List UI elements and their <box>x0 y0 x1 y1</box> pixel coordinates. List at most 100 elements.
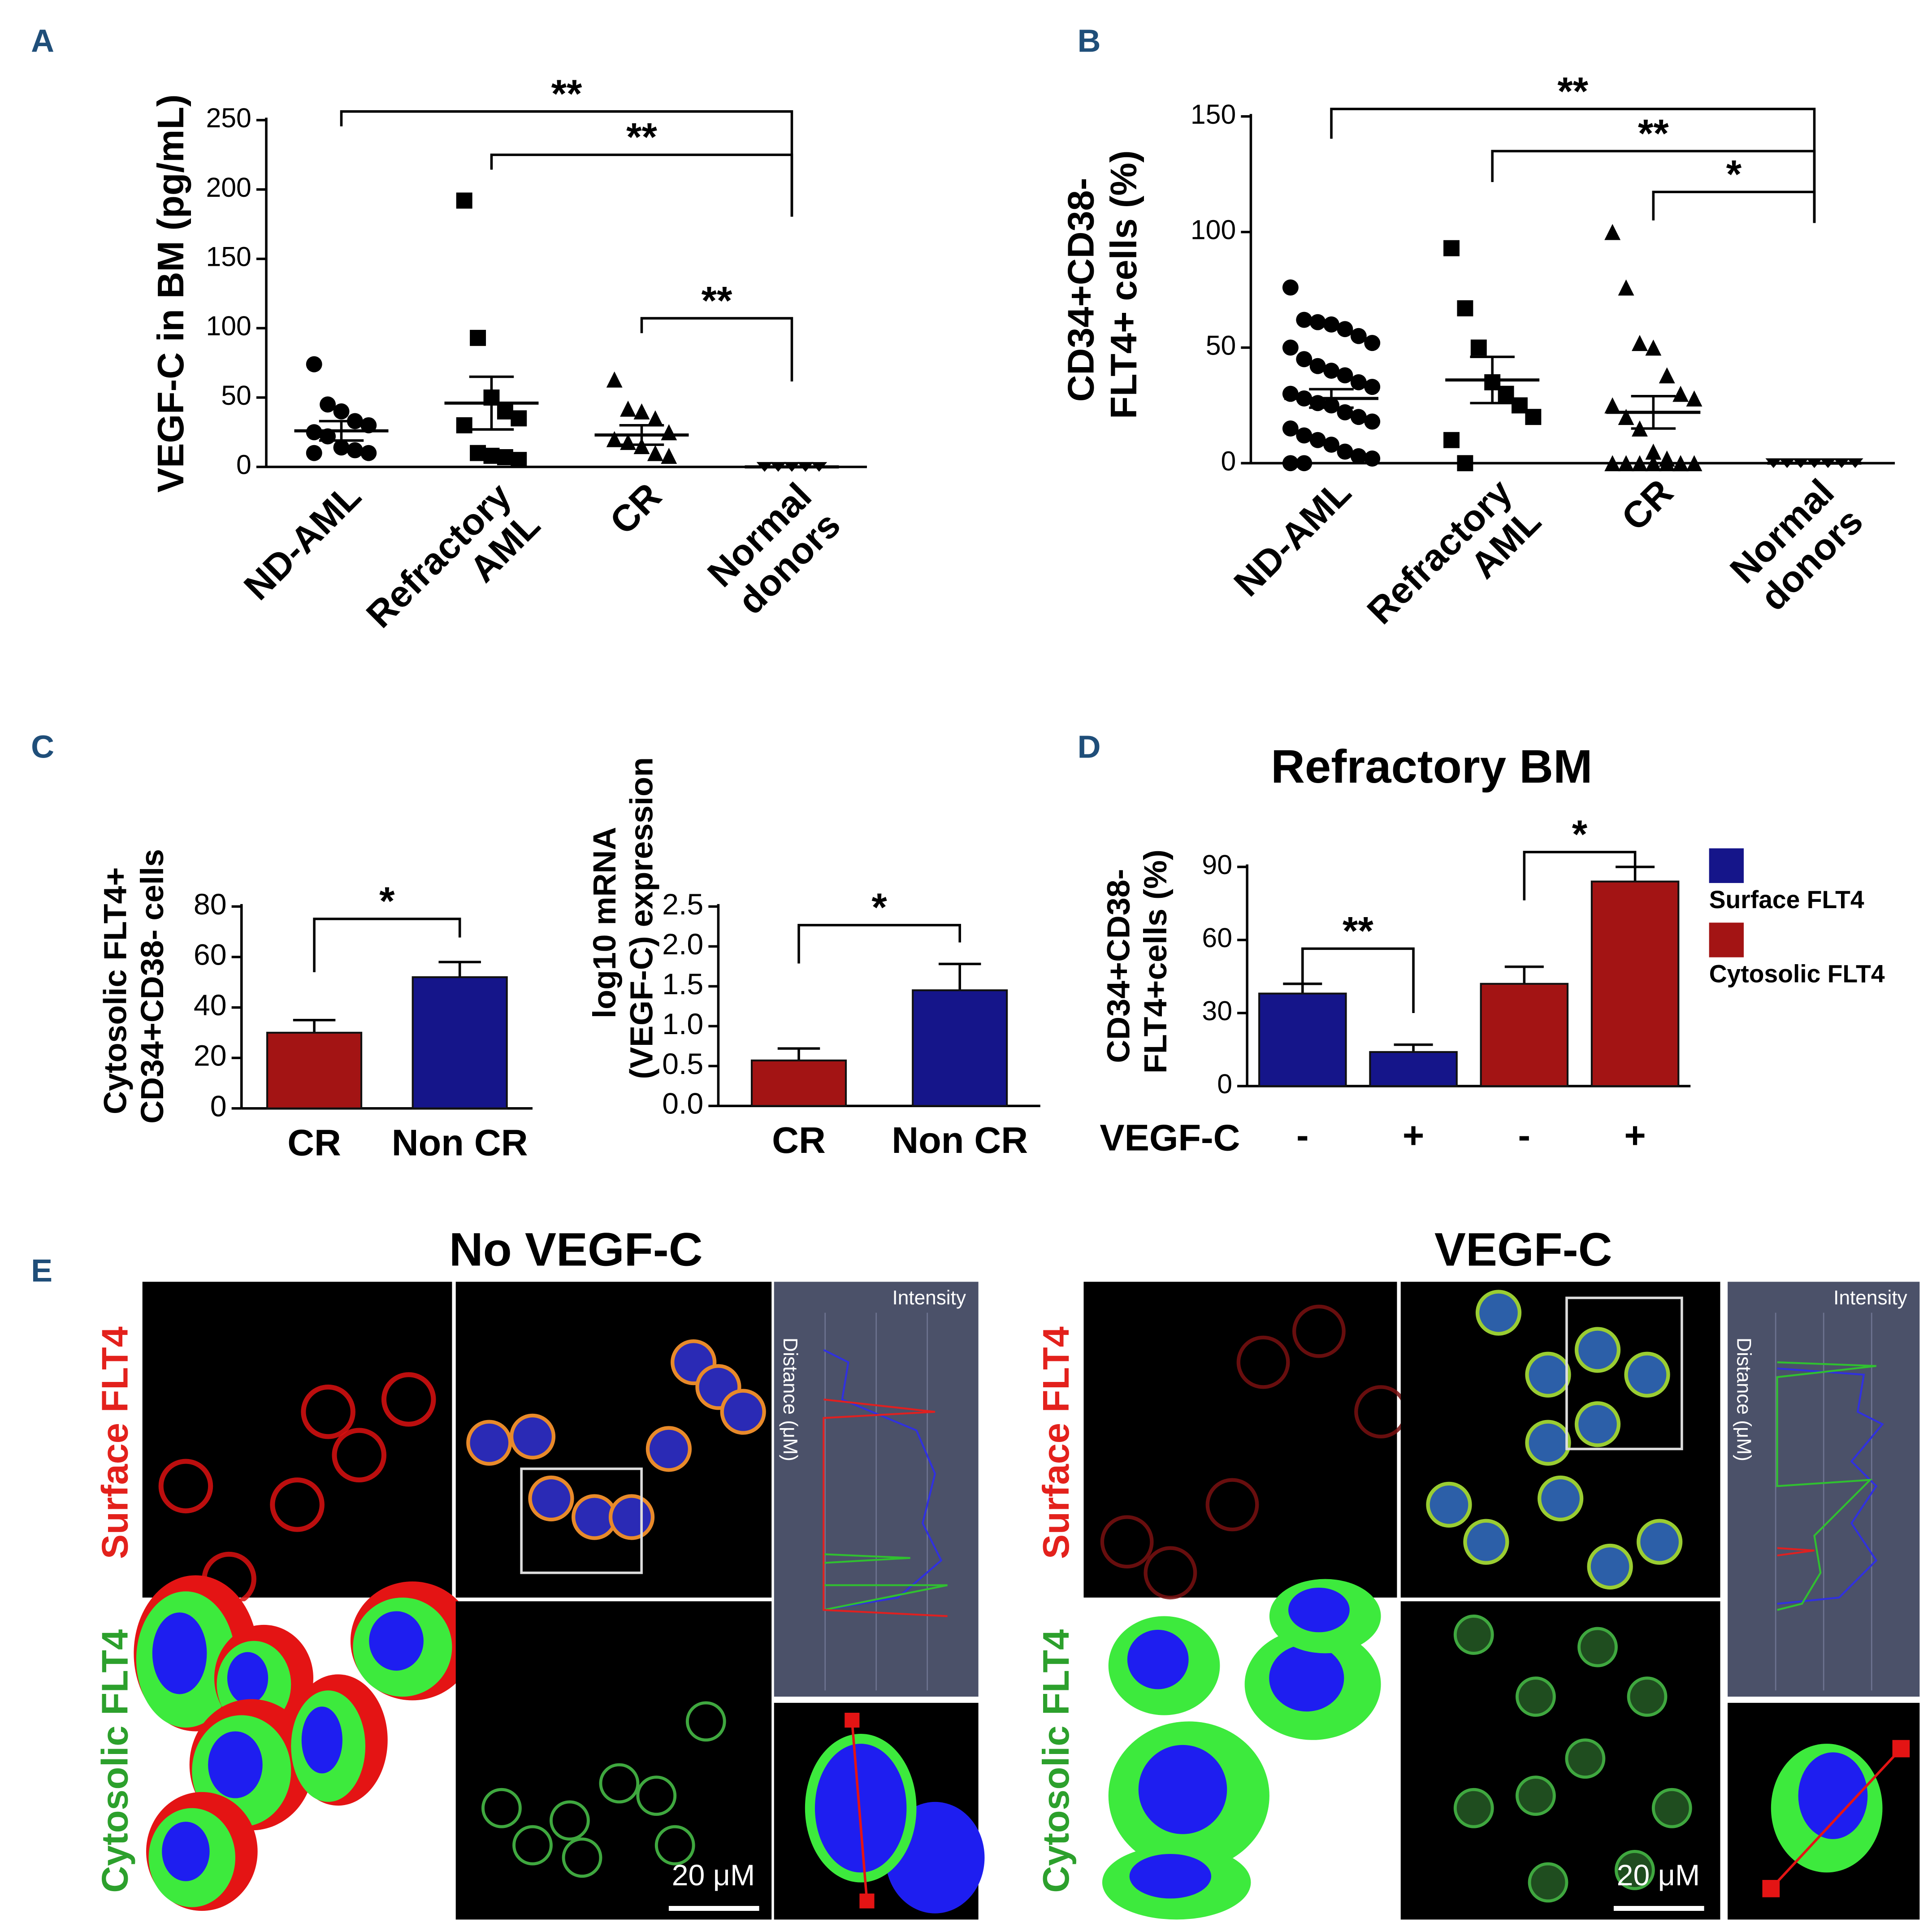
point <box>1632 335 1648 351</box>
x-tick-label: - <box>1518 1114 1531 1156</box>
row-label: Surface FLT4 <box>1035 1326 1077 1559</box>
cell <box>685 1701 726 1742</box>
significance-bracket <box>640 317 793 381</box>
point <box>1686 455 1702 472</box>
x-tick-label: CR <box>772 1119 826 1161</box>
cell <box>1624 1351 1670 1398</box>
profile-line <box>851 1721 868 1901</box>
point <box>470 329 486 346</box>
point <box>306 356 322 372</box>
segment <box>152 1612 207 1694</box>
point <box>647 410 663 427</box>
point <box>1645 339 1662 356</box>
point <box>456 417 472 433</box>
point <box>1618 279 1634 296</box>
point <box>1350 409 1367 425</box>
intensity-trace <box>1776 1361 1876 1611</box>
point <box>1337 367 1353 384</box>
point <box>1645 455 1662 472</box>
y-tick-label: 0.0 <box>662 1087 703 1121</box>
y-tick-label: 200 <box>206 172 251 203</box>
cell <box>1100 1515 1154 1569</box>
profile-end <box>859 1893 875 1909</box>
profile-end <box>845 1713 860 1728</box>
segment <box>301 1706 342 1774</box>
x-axis-label: VEGF-C <box>1100 1117 1240 1158</box>
significance-bracket <box>1523 851 1637 901</box>
point <box>1632 455 1648 472</box>
legend-label: Surface FLT4 <box>1709 886 1864 914</box>
plot-axis-label: Distance (μM) <box>1733 1338 1755 1461</box>
y-tick-label: 0 <box>236 450 251 480</box>
point <box>320 396 336 413</box>
point <box>1443 432 1460 448</box>
y-tick-label: 0 <box>1221 446 1236 476</box>
point <box>661 424 677 441</box>
point <box>1282 455 1299 472</box>
y-tick-label: 150 <box>206 242 251 272</box>
cell <box>301 1384 355 1439</box>
point <box>606 431 623 447</box>
intensity-trace <box>1777 1367 1884 1605</box>
point <box>1512 397 1528 414</box>
cell <box>509 1413 556 1460</box>
cell <box>608 1494 655 1540</box>
point <box>1659 367 1675 384</box>
y-tick-label: 30 <box>1202 996 1232 1026</box>
cell <box>1615 1849 1655 1890</box>
point <box>1296 427 1313 444</box>
legend-label: Cytosolic FLT4 <box>1709 960 1885 988</box>
y-tick-label: 100 <box>206 311 251 341</box>
x-tick-label: Normal donors <box>1716 471 1871 626</box>
y-tick-label: 1.0 <box>662 1008 703 1041</box>
point <box>1686 390 1702 407</box>
significance-label: ** <box>1638 111 1669 155</box>
cell <box>1651 1788 1692 1828</box>
point <box>1323 316 1339 333</box>
segment <box>814 1744 907 1873</box>
point <box>483 447 500 464</box>
point <box>661 447 677 464</box>
plot-title: Intensity <box>1833 1287 1907 1309</box>
x-tick-label: Refractory AML <box>358 475 548 664</box>
segment <box>369 1611 424 1671</box>
point <box>647 445 663 461</box>
cell <box>1236 1335 1290 1389</box>
point <box>1604 397 1621 414</box>
segment <box>162 1822 210 1881</box>
panel-letter: B <box>1078 23 1101 59</box>
point <box>1282 339 1299 356</box>
y-axis-label: CD34+CD38- FLT4+ cells (%) <box>1060 150 1144 429</box>
significance-bracket <box>340 110 793 217</box>
cell <box>332 1428 386 1483</box>
significance-bracket <box>1301 947 1415 1013</box>
cell <box>1627 1676 1668 1717</box>
significance-label: ** <box>626 115 657 159</box>
point <box>633 403 650 420</box>
micro-image <box>455 1601 772 1920</box>
cell <box>1538 1475 1584 1522</box>
panel-letter: E <box>31 1253 52 1289</box>
significance-bracket <box>1652 191 1816 223</box>
cell <box>1574 1401 1621 1447</box>
panel-letter: C <box>31 729 54 765</box>
significance-bracket <box>313 918 461 972</box>
point <box>1498 385 1514 402</box>
significance-bracket <box>490 153 793 217</box>
point <box>511 452 527 468</box>
cell <box>654 1825 695 1866</box>
point <box>1296 455 1313 472</box>
cell <box>1528 1862 1568 1903</box>
point <box>1659 455 1675 472</box>
cell <box>1637 1519 1683 1565</box>
zoom-box <box>520 1467 643 1574</box>
point <box>456 192 472 209</box>
y-tick-label: 90 <box>1202 849 1232 880</box>
cell <box>1574 1327 1621 1373</box>
point <box>1309 358 1326 374</box>
point <box>1443 240 1460 256</box>
y-tick-label: 2.0 <box>662 928 703 961</box>
significance-bracket <box>1330 108 1816 223</box>
significance-bracket <box>1491 150 1816 223</box>
